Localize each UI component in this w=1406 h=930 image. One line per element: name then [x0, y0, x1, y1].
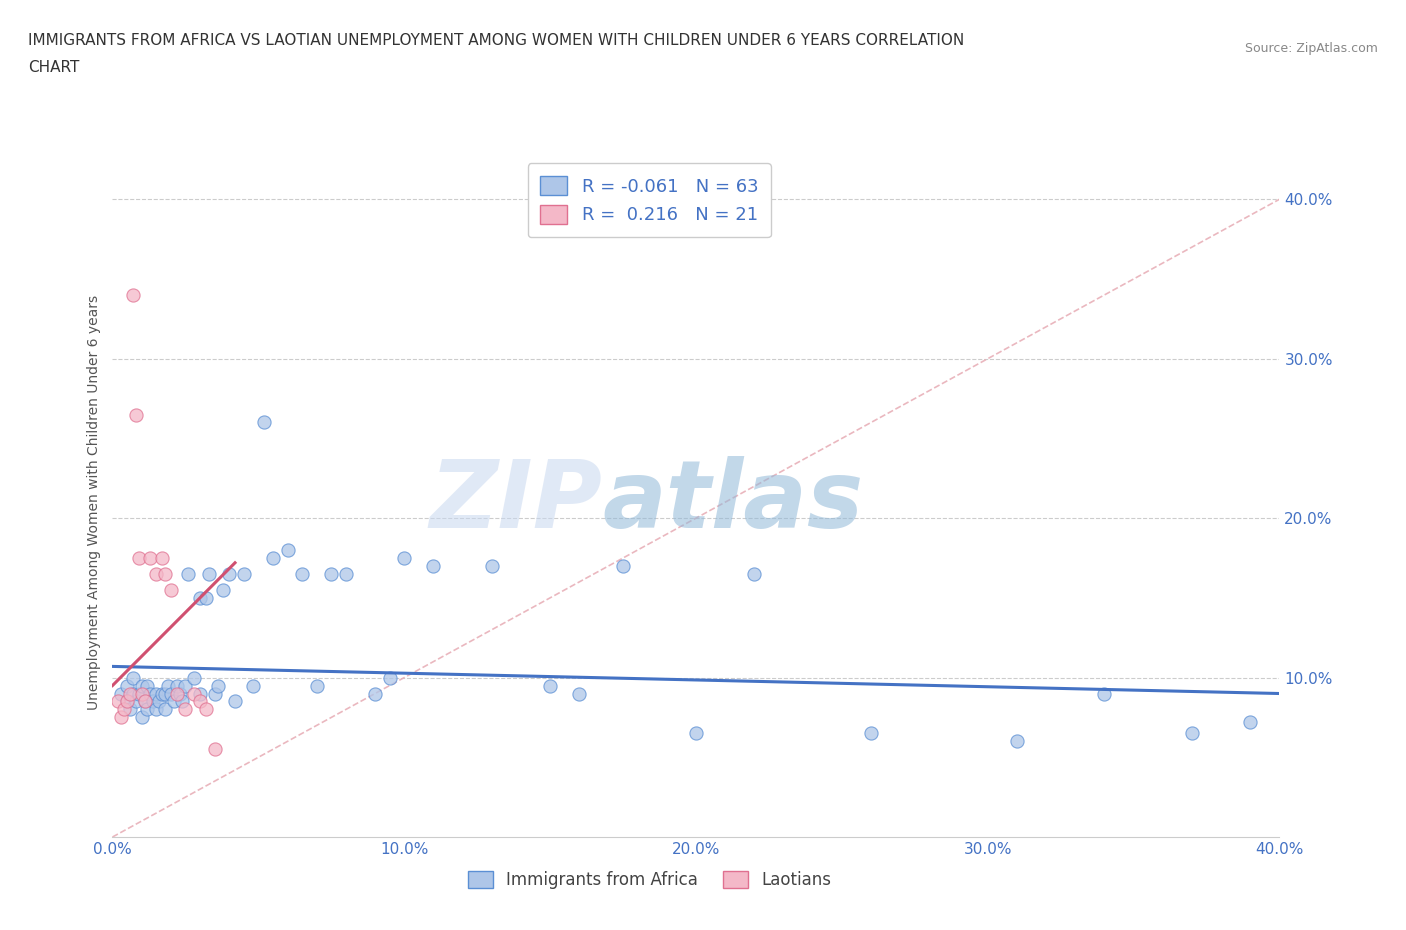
Point: [112, 702, 135, 717]
Point: [115, 694, 138, 709]
Point: [145, 686, 167, 701]
Point: [1092, 686, 1115, 701]
Point: [207, 678, 229, 693]
Point: [172, 694, 194, 709]
Point: [364, 686, 387, 701]
Point: [136, 678, 159, 693]
Point: [481, 559, 503, 574]
Point: [183, 686, 205, 701]
Point: [122, 686, 145, 701]
Point: [305, 678, 328, 693]
Point: [136, 702, 159, 717]
Point: [128, 551, 150, 565]
Point: [224, 694, 246, 709]
Y-axis label: Unemployment Among Women with Children Under 6 years: Unemployment Among Women with Children U…: [87, 295, 101, 710]
Point: [253, 415, 276, 430]
Point: [110, 686, 132, 701]
Point: [276, 542, 298, 557]
Point: [169, 686, 191, 701]
Text: atlas: atlas: [603, 457, 863, 548]
Point: [128, 686, 150, 701]
Point: [122, 287, 145, 302]
Point: [139, 686, 162, 701]
Point: [212, 582, 235, 597]
Point: [378, 671, 401, 685]
Point: [107, 694, 129, 709]
Point: [150, 551, 173, 565]
Point: [392, 551, 416, 565]
Point: [194, 702, 217, 717]
Point: [125, 694, 148, 709]
Point: [160, 582, 183, 597]
Point: [568, 686, 591, 701]
Point: [335, 566, 357, 581]
Point: [194, 591, 217, 605]
Text: ZIP: ZIP: [430, 457, 603, 548]
Text: IMMIGRANTS FROM AFRICA VS LAOTIAN UNEMPLOYMENT AMONG WOMEN WITH CHILDREN UNDER 6: IMMIGRANTS FROM AFRICA VS LAOTIAN UNEMPL…: [28, 33, 965, 47]
Point: [742, 566, 765, 581]
Point: [422, 559, 444, 574]
Point: [204, 686, 226, 701]
Point: [122, 671, 145, 685]
Point: [232, 566, 254, 581]
Point: [118, 686, 141, 701]
Point: [1005, 734, 1028, 749]
Point: [118, 702, 141, 717]
Point: [115, 678, 138, 693]
Point: [166, 678, 188, 693]
Point: [134, 694, 156, 709]
Point: [115, 694, 138, 709]
Point: [1181, 726, 1204, 741]
Point: [188, 694, 211, 709]
Point: [177, 566, 200, 581]
Point: [145, 702, 167, 717]
Point: [131, 710, 153, 724]
Point: [262, 551, 284, 565]
Point: [1239, 715, 1261, 730]
Legend: Immigrants from Africa, Laotians: Immigrants from Africa, Laotians: [461, 864, 838, 896]
Point: [188, 591, 211, 605]
Point: [291, 566, 314, 581]
Point: [142, 694, 165, 709]
Point: [242, 678, 264, 693]
Point: [150, 686, 173, 701]
Point: [188, 686, 211, 701]
Point: [321, 566, 343, 581]
Point: [110, 710, 132, 724]
Point: [131, 686, 153, 701]
Point: [153, 702, 176, 717]
Point: [859, 726, 883, 741]
Point: [153, 686, 176, 701]
Point: [538, 678, 561, 693]
Point: [134, 694, 156, 709]
Point: [174, 702, 197, 717]
Text: Source: ZipAtlas.com: Source: ZipAtlas.com: [1244, 42, 1378, 55]
Point: [204, 742, 226, 757]
Point: [163, 694, 186, 709]
Point: [145, 566, 167, 581]
Point: [218, 566, 240, 581]
Point: [139, 551, 162, 565]
Point: [160, 686, 183, 701]
Point: [131, 678, 153, 693]
Point: [183, 671, 205, 685]
Point: [166, 686, 188, 701]
Point: [612, 559, 634, 574]
Point: [685, 726, 707, 741]
Point: [125, 407, 148, 422]
Point: [148, 694, 170, 709]
Point: [197, 566, 219, 581]
Point: [153, 566, 176, 581]
Point: [174, 678, 197, 693]
Point: [156, 678, 179, 693]
Text: CHART: CHART: [28, 60, 80, 75]
